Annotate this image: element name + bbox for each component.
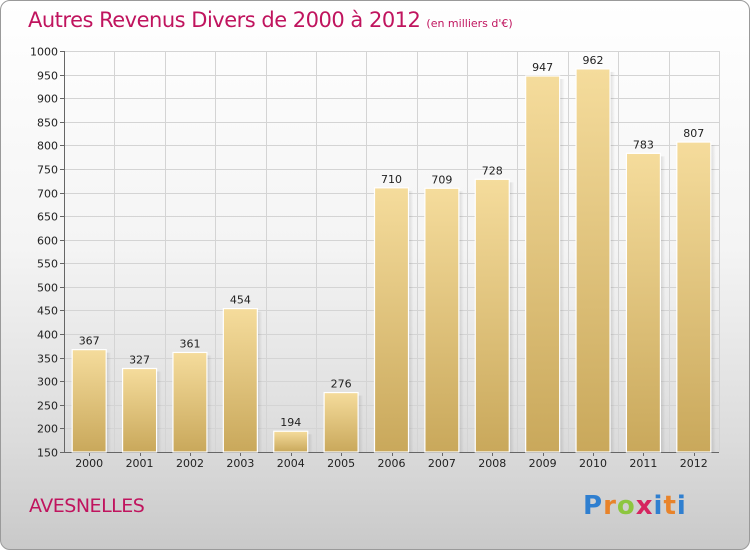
bar-shadow [358, 395, 364, 452]
y-tick-label: 450 [37, 305, 58, 318]
bar-shadow [458, 191, 464, 453]
logo-letter: r [603, 491, 617, 521]
proxiti-logo: Proxiti [583, 491, 687, 521]
logo-letter: i [676, 491, 687, 521]
bar-value-label: 361 [179, 337, 200, 350]
y-tick-label: 1000 [30, 46, 58, 59]
y-tick-label: 600 [37, 235, 58, 248]
bar-shadow [509, 182, 515, 452]
y-tick-label: 700 [37, 188, 58, 201]
bar [222, 307, 258, 453]
bar-shadow [559, 79, 565, 452]
bar [273, 430, 309, 453]
y-tick-label: 350 [37, 353, 58, 366]
logo-letter: P [583, 491, 604, 521]
bar-value-label: 194 [280, 416, 301, 429]
y-tick-label: 950 [37, 70, 58, 83]
bar [373, 187, 410, 453]
x-tick-label: 2009 [529, 457, 557, 470]
chart-title-main: Autres Revenus Divers de 2000 à 2012 [28, 8, 421, 32]
y-tick-label: 650 [37, 211, 58, 224]
bar-shadow [106, 352, 112, 452]
bar-shadow [257, 311, 263, 452]
x-tick-label: 2006 [378, 457, 406, 470]
y-tick-label: 300 [37, 376, 58, 389]
bar-value-label: 709 [431, 173, 452, 186]
bar [121, 367, 158, 453]
bar [525, 75, 561, 453]
bar [676, 141, 712, 453]
logo-letter: t [663, 491, 677, 521]
y-tick-label: 150 [37, 447, 58, 460]
x-tick-label: 2007 [428, 457, 456, 470]
bar [71, 349, 107, 453]
logo-letter: i [653, 491, 664, 521]
bars [71, 68, 716, 453]
x-tick-label: 2010 [579, 457, 607, 470]
x-tick-label: 2005 [327, 457, 355, 470]
bar [474, 178, 510, 453]
bar-shadow [660, 156, 666, 453]
x-tick-label: 2011 [629, 457, 657, 470]
labels: 150 200 250 300 350 400 450 500 550 600 650 700 750 8… [30, 46, 708, 471]
bar [323, 391, 359, 453]
bar-value-label: 783 [633, 138, 654, 151]
bar-value-label: 327 [129, 353, 150, 366]
bar [424, 187, 460, 453]
bar-shadow [156, 371, 162, 452]
bar-value-label: 947 [532, 61, 553, 74]
bar-shadow [710, 145, 716, 452]
bar-shadow [206, 355, 212, 452]
bar [172, 351, 208, 453]
bar-shadow [610, 71, 616, 452]
x-tick-label: 2004 [277, 457, 305, 470]
chart-title: Autres Revenus Divers de 2000 à 2012 (en … [28, 8, 513, 32]
x-tick-label: 2002 [176, 457, 204, 470]
y-tick-label: 800 [37, 140, 58, 153]
y-tick-label: 500 [37, 282, 58, 295]
bar-value-label: 276 [331, 378, 352, 391]
chart-title-unit: (en milliers d'€) [426, 17, 513, 30]
bar-value-label: 728 [482, 164, 503, 177]
y-tick-label: 400 [37, 329, 58, 342]
logo-letter: x [635, 491, 654, 521]
bar-value-label: 367 [79, 335, 100, 348]
y-tick-label: 750 [37, 164, 58, 177]
logo-letter: o [616, 491, 636, 521]
bar-value-label: 454 [230, 294, 251, 307]
x-tick-label: 2003 [226, 457, 254, 470]
y-tick-label: 250 [37, 400, 58, 413]
bar-value-label: 962 [583, 54, 604, 67]
x-tick-label: 2001 [126, 457, 154, 470]
bar [575, 68, 611, 453]
y-tick-label: 200 [37, 423, 58, 436]
bar-shadow [307, 434, 313, 452]
bar-value-label: 807 [683, 127, 704, 140]
bar-shadow [408, 190, 414, 452]
y-tick-label: 850 [37, 117, 58, 130]
bar-value-label: 710 [381, 173, 402, 186]
y-tick-label: 900 [37, 93, 58, 106]
y-tick-label: 550 [37, 258, 58, 271]
x-tick-label: 2000 [75, 457, 103, 470]
city-name: AVESNELLES [29, 495, 145, 517]
x-tick-label: 2008 [478, 457, 506, 470]
x-tick-label: 2012 [680, 457, 708, 470]
bar [625, 152, 662, 453]
